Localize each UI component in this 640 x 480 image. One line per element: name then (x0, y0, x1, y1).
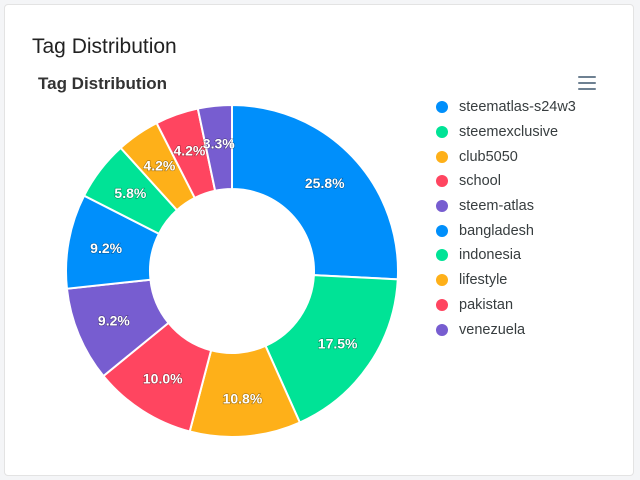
legend-marker-icon (436, 323, 448, 336)
slice-venezuela[interactable] (196, 103, 233, 192)
legend-label: indonesia (459, 247, 522, 264)
legend-label: steematlas-s24w3 (459, 99, 576, 116)
slice-steemexclusive[interactable] (264, 274, 399, 424)
legend-label: lifestyle (459, 272, 508, 289)
data-label-club5050: 10.8% (223, 391, 263, 407)
legend-label: venezuela (459, 321, 526, 338)
legend-item-bangladesh[interactable]: bangladesh (436, 218, 626, 243)
legend-marker-icon (436, 101, 448, 114)
data-label-steem-atlas: 9.2% (98, 312, 130, 328)
legend-item-steem-atlas[interactable]: steem-atlas (436, 194, 626, 219)
data-label-steemexclusive: 17.5% (318, 335, 358, 351)
legend-label: steemexclusive (459, 124, 559, 141)
data-label-pakistan: 4.2% (173, 142, 205, 158)
data-label-venezuela: 3.3% (203, 136, 235, 152)
legend-marker-icon (436, 274, 448, 287)
legend-marker-icon (436, 298, 448, 311)
legend-marker-icon (436, 224, 448, 237)
legend-marker-icon (436, 150, 448, 163)
chart-title: Tag Distribution (38, 74, 168, 93)
legend-item-venezuela[interactable]: venezuela (436, 317, 626, 342)
legend-label: school (459, 173, 501, 190)
legend-label: steem-atlas (459, 198, 534, 215)
legend-label: bangladesh (459, 222, 534, 239)
card-title: Tag Distribution (32, 35, 177, 58)
legend-item-steemexclusive[interactable]: steemexclusive (436, 120, 626, 145)
legend-marker-icon (436, 249, 448, 262)
legend-label: pakistan (459, 296, 514, 313)
legend-item-school[interactable]: school (436, 169, 626, 194)
legend-item-club5050[interactable]: club5050 (436, 144, 626, 169)
data-label-school: 10.0% (143, 371, 183, 387)
legend-item-pakistan[interactable]: pakistan (436, 293, 626, 318)
hamburger-menu-icon[interactable] (578, 76, 596, 90)
data-label-steematlas-s24w3: 25.8% (305, 175, 345, 191)
legend-item-indonesia[interactable]: indonesia (436, 243, 626, 268)
legend-marker-icon (436, 175, 448, 188)
legend-item-steematlas-s24w3[interactable]: steematlas-s24w3 (436, 95, 626, 120)
chart-legend: steematlas-s24w3 steemexclusive club5050 sc… (436, 95, 626, 342)
slice-steematlas-s24w3[interactable] (231, 103, 399, 281)
data-label-indonesia: 5.8% (114, 185, 146, 201)
legend-item-lifestyle[interactable]: lifestyle (436, 268, 626, 293)
data-label-lifestyle: 4.2% (143, 158, 175, 174)
legend-marker-icon (436, 126, 448, 139)
legend-label: club5050 (459, 148, 518, 165)
legend-marker-icon (436, 200, 448, 213)
data-label-bangladesh: 9.2% (90, 240, 122, 256)
